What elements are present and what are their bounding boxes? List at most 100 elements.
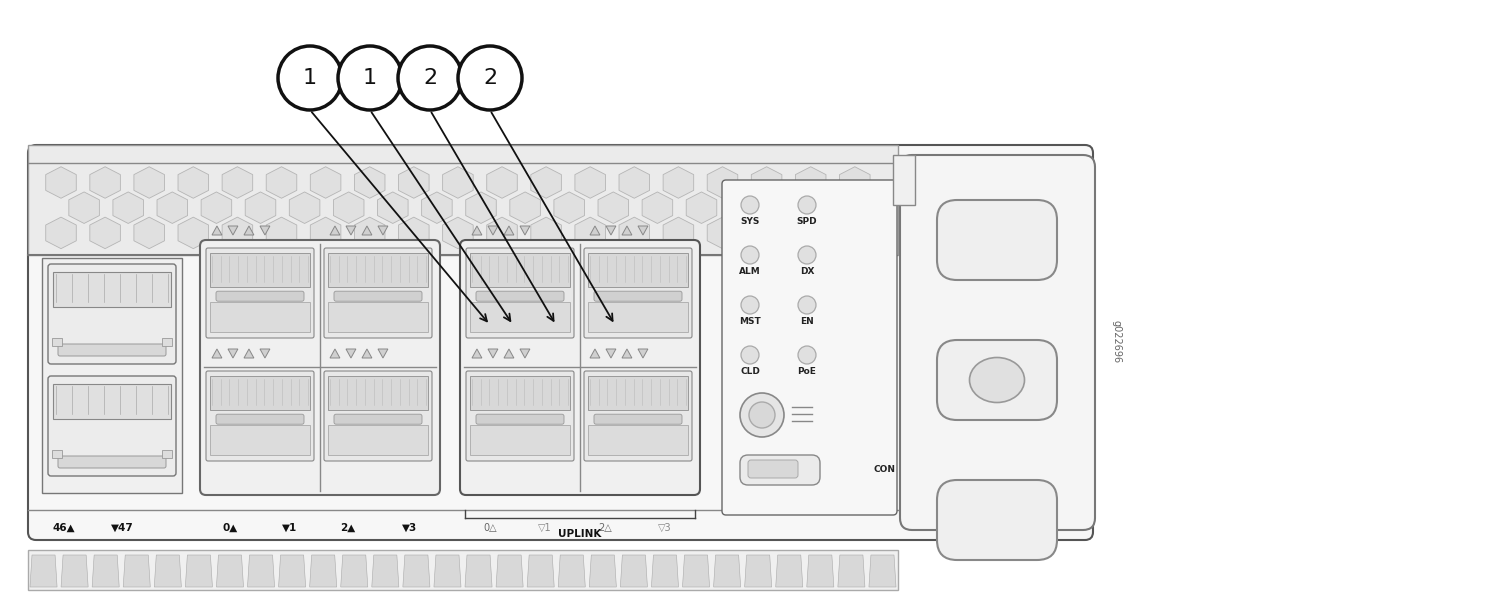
Polygon shape: [62, 555, 88, 587]
Polygon shape: [45, 217, 76, 249]
Polygon shape: [186, 555, 213, 587]
Bar: [53, 272, 171, 307]
Circle shape: [798, 246, 816, 264]
Polygon shape: [346, 226, 355, 235]
Polygon shape: [69, 192, 99, 224]
Bar: [588, 253, 688, 287]
Bar: [210, 302, 310, 332]
FancyBboxPatch shape: [466, 248, 574, 338]
Text: 1: 1: [363, 68, 376, 88]
Polygon shape: [730, 192, 760, 224]
Text: 0△: 0△: [483, 523, 496, 533]
Polygon shape: [622, 226, 632, 235]
Polygon shape: [92, 555, 118, 587]
Circle shape: [741, 296, 759, 314]
Polygon shape: [154, 555, 182, 587]
Polygon shape: [520, 226, 530, 235]
Text: 0▲: 0▲: [222, 523, 237, 533]
Text: ▼47: ▼47: [111, 523, 134, 533]
Polygon shape: [362, 226, 372, 235]
Bar: [328, 302, 427, 332]
Polygon shape: [620, 166, 650, 198]
Polygon shape: [279, 555, 306, 587]
FancyBboxPatch shape: [938, 480, 1058, 560]
Polygon shape: [422, 192, 452, 224]
Polygon shape: [472, 226, 482, 235]
FancyBboxPatch shape: [58, 456, 166, 468]
Polygon shape: [862, 192, 892, 224]
FancyBboxPatch shape: [206, 371, 314, 461]
Text: CLD: CLD: [740, 367, 760, 376]
FancyBboxPatch shape: [324, 371, 432, 461]
FancyBboxPatch shape: [722, 180, 897, 515]
Bar: [28, 550, 898, 590]
FancyBboxPatch shape: [206, 248, 314, 338]
Bar: [210, 425, 310, 455]
Polygon shape: [228, 349, 238, 358]
Circle shape: [741, 346, 759, 364]
Polygon shape: [621, 555, 648, 587]
FancyBboxPatch shape: [334, 414, 422, 424]
FancyBboxPatch shape: [900, 155, 1095, 530]
Polygon shape: [752, 166, 782, 198]
Polygon shape: [744, 555, 771, 587]
Bar: [53, 450, 62, 458]
Circle shape: [740, 393, 784, 437]
Polygon shape: [333, 192, 364, 224]
FancyBboxPatch shape: [584, 248, 692, 338]
Polygon shape: [606, 226, 616, 235]
Polygon shape: [774, 192, 806, 224]
Text: PoE: PoE: [798, 367, 816, 376]
Polygon shape: [378, 349, 388, 358]
Circle shape: [748, 402, 776, 428]
Polygon shape: [488, 226, 498, 235]
Text: ALM: ALM: [740, 266, 760, 275]
Polygon shape: [222, 217, 252, 249]
Polygon shape: [638, 349, 648, 358]
Polygon shape: [211, 349, 222, 358]
Text: UPLINK: UPLINK: [558, 529, 602, 539]
Circle shape: [741, 246, 759, 264]
FancyBboxPatch shape: [476, 291, 564, 301]
Circle shape: [798, 296, 816, 314]
Polygon shape: [442, 166, 472, 198]
Polygon shape: [465, 555, 492, 587]
Polygon shape: [216, 555, 243, 587]
Bar: [892, 155, 915, 205]
Polygon shape: [378, 226, 388, 235]
Polygon shape: [868, 555, 895, 587]
Polygon shape: [90, 166, 120, 198]
Polygon shape: [840, 217, 870, 249]
Polygon shape: [260, 349, 270, 358]
Bar: [470, 253, 570, 287]
FancyBboxPatch shape: [476, 414, 564, 424]
FancyBboxPatch shape: [334, 291, 422, 301]
Polygon shape: [686, 192, 717, 224]
Polygon shape: [244, 192, 276, 224]
Polygon shape: [663, 217, 693, 249]
Polygon shape: [399, 217, 429, 249]
Text: CON: CON: [874, 466, 896, 475]
Polygon shape: [504, 226, 515, 235]
Polygon shape: [651, 555, 678, 587]
Polygon shape: [158, 192, 188, 224]
Polygon shape: [574, 166, 606, 198]
FancyBboxPatch shape: [584, 371, 692, 461]
FancyBboxPatch shape: [216, 414, 304, 424]
Polygon shape: [354, 217, 386, 249]
FancyBboxPatch shape: [594, 291, 682, 301]
Polygon shape: [840, 166, 870, 198]
FancyBboxPatch shape: [938, 200, 1058, 280]
Polygon shape: [346, 349, 355, 358]
Polygon shape: [330, 349, 340, 358]
Polygon shape: [201, 192, 231, 224]
Polygon shape: [776, 555, 802, 587]
Polygon shape: [112, 192, 144, 224]
Polygon shape: [706, 166, 738, 198]
FancyBboxPatch shape: [594, 414, 682, 424]
Bar: [588, 302, 688, 332]
FancyBboxPatch shape: [216, 291, 304, 301]
Polygon shape: [222, 166, 252, 198]
Bar: [53, 384, 171, 419]
Bar: [162, 338, 172, 346]
